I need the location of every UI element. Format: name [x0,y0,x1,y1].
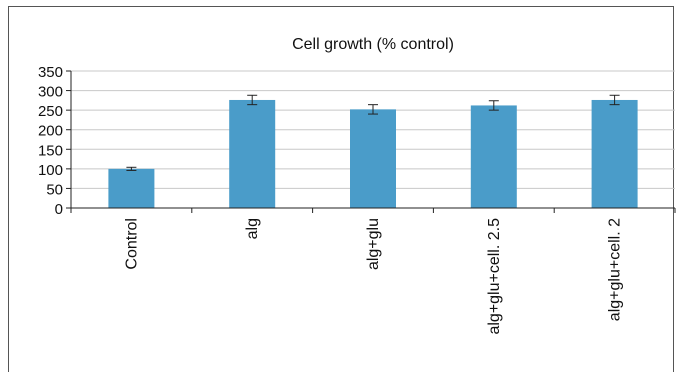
bars [108,99,638,208]
chart-title: Cell growth (% control) [292,36,454,53]
bar [229,99,276,208]
error-bar [247,94,258,106]
x-tick-label: Control [123,218,140,270]
error-bars [126,94,620,171]
x-tick-label: alg+glu+cell. 2.5 [486,218,503,335]
x-tick-label: alg+glu+cell. 2 [607,218,624,321]
bar [591,99,638,208]
x-tick-labels: Control alg alg+glu alg+glu+cell. 2.5 alg+gl… [123,218,623,335]
error-bar [126,166,137,171]
y-tick-label: 300 [38,84,63,101]
y-tick-label: 100 [38,162,63,179]
chart-frame [8,6,674,372]
y-tick-label: 250 [38,103,63,120]
y-tick-label: 0 [55,201,63,218]
y-tick-labels: 0 50 100 150 200 250 300 350 [38,64,63,218]
bar [108,168,155,208]
y-tick-label: 150 [38,142,63,159]
x-tick-label: alg [244,218,261,239]
error-bar [368,104,378,115]
y-tick-label: 350 [38,64,63,81]
bar [350,109,396,208]
axes [66,70,676,213]
y-tick-label: 200 [38,123,63,140]
error-bar [609,94,620,106]
bar [470,105,517,208]
error-bar [488,100,499,111]
y-tick-label: 50 [46,181,63,198]
x-tick-label: alg+glu [365,218,382,270]
